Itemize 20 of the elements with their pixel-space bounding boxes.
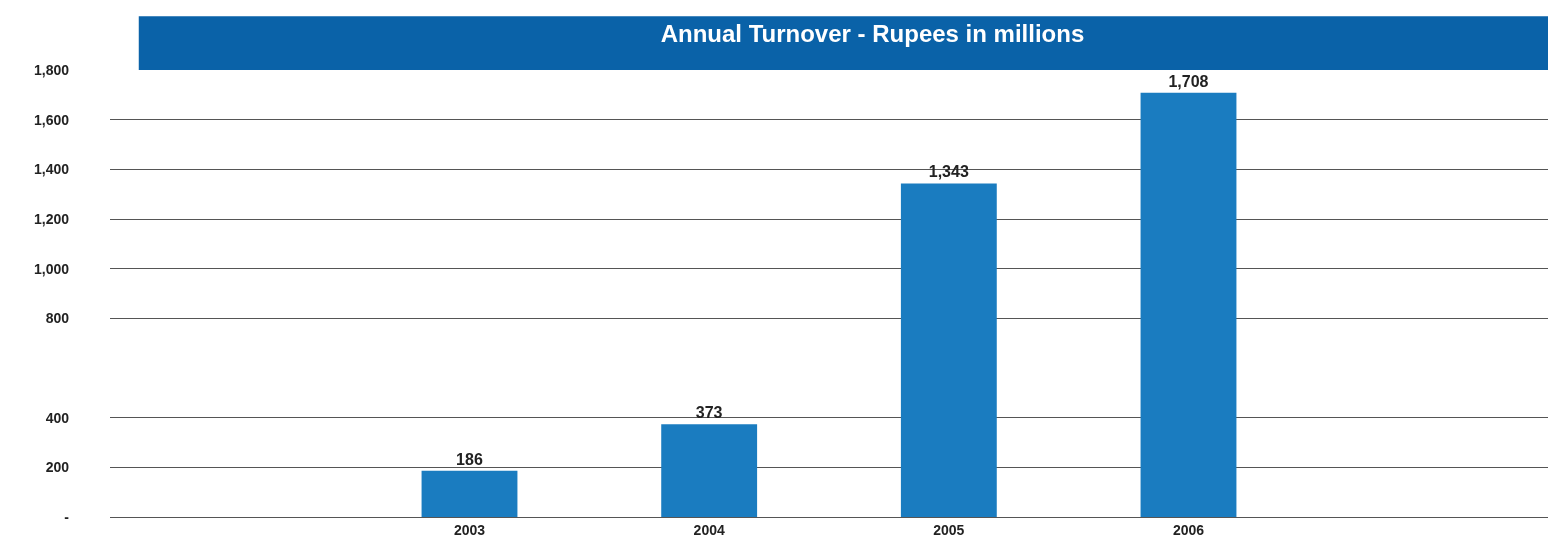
data-label: 1,708 <box>1168 72 1209 90</box>
y-tick-label: - <box>64 508 70 525</box>
y-tick-label: 1,000 <box>33 260 70 277</box>
bar <box>661 424 758 517</box>
x-tick-label: 2006 <box>1172 521 1205 538</box>
y-tick-label: 200 <box>45 459 70 476</box>
y-tick-label: 1,600 <box>33 111 70 128</box>
chart-title: Annual Turnover - Rupees in millions <box>660 19 1085 47</box>
y-tick-label: 400 <box>45 409 70 426</box>
bar <box>421 470 518 517</box>
y-tick-label: 1,800 <box>33 61 70 78</box>
bar <box>900 183 997 517</box>
y-tick-label: 800 <box>45 310 70 327</box>
x-tick-label: 2003 <box>453 521 486 538</box>
x-tick-label: 2004 <box>693 521 725 538</box>
x-tick-label: 2005 <box>933 521 965 538</box>
y-tick-label: 1,200 <box>33 210 70 227</box>
y-tick-label: 1,400 <box>33 161 70 178</box>
data-label: 186 <box>456 450 483 468</box>
bar <box>1140 92 1237 517</box>
